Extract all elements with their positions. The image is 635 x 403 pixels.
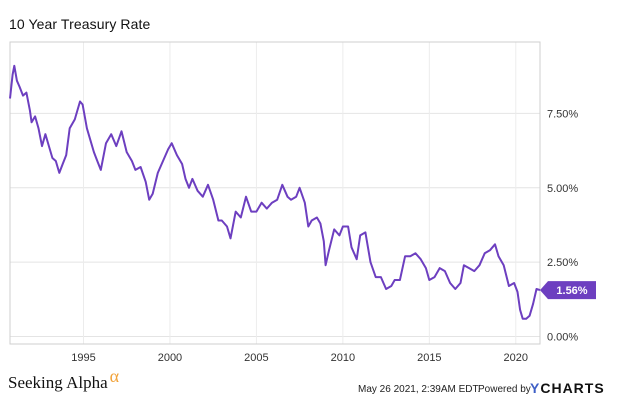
alpha-icon: α [109, 366, 120, 386]
y-tick-label: 0.00% [547, 332, 578, 344]
ycharts-logo: YCHARTS [530, 380, 605, 396]
y-tick-label: 2.50% [547, 257, 578, 269]
series-layer [9, 64, 541, 320]
timestamp: May 26 2021, 2:39AM EDT. [358, 384, 481, 395]
last-value-badge [540, 281, 596, 300]
ycharts-logo-text: CHARTS [540, 380, 605, 396]
seeking-alpha-logo: Seeking Alpha α [8, 366, 119, 393]
last-value-badge-group: 1.56% [540, 281, 596, 300]
x-tick-label: 2015 [417, 352, 441, 364]
y-axis-ticks: 7.50% 5.00% 2.50% 0.00% [547, 108, 578, 343]
x-tick-label: 2005 [244, 352, 268, 364]
y-tick-label: 7.50% [547, 108, 578, 120]
x-axis-ticks: 1995 2000 2005 2010 2015 2020 [71, 352, 528, 364]
x-tick-label: 2000 [158, 352, 182, 364]
axes [9, 41, 541, 345]
last-value-label: 1.56% [556, 285, 587, 297]
gridlines [10, 42, 540, 344]
brand-name: Seeking Alpha [8, 373, 108, 392]
series-line-0 [9, 64, 541, 320]
x-tick-label: 2010 [331, 352, 355, 364]
plot-area-border [9, 41, 541, 345]
x-tick-label: 2020 [504, 352, 528, 364]
x-tick-label: 1995 [71, 352, 95, 364]
ycharts-logo-y: Y [530, 380, 541, 396]
powered-by-label: Powered by [478, 384, 531, 395]
y-tick-label: 5.00% [547, 183, 578, 195]
chart-title: 10 Year Treasury Rate [9, 16, 151, 32]
